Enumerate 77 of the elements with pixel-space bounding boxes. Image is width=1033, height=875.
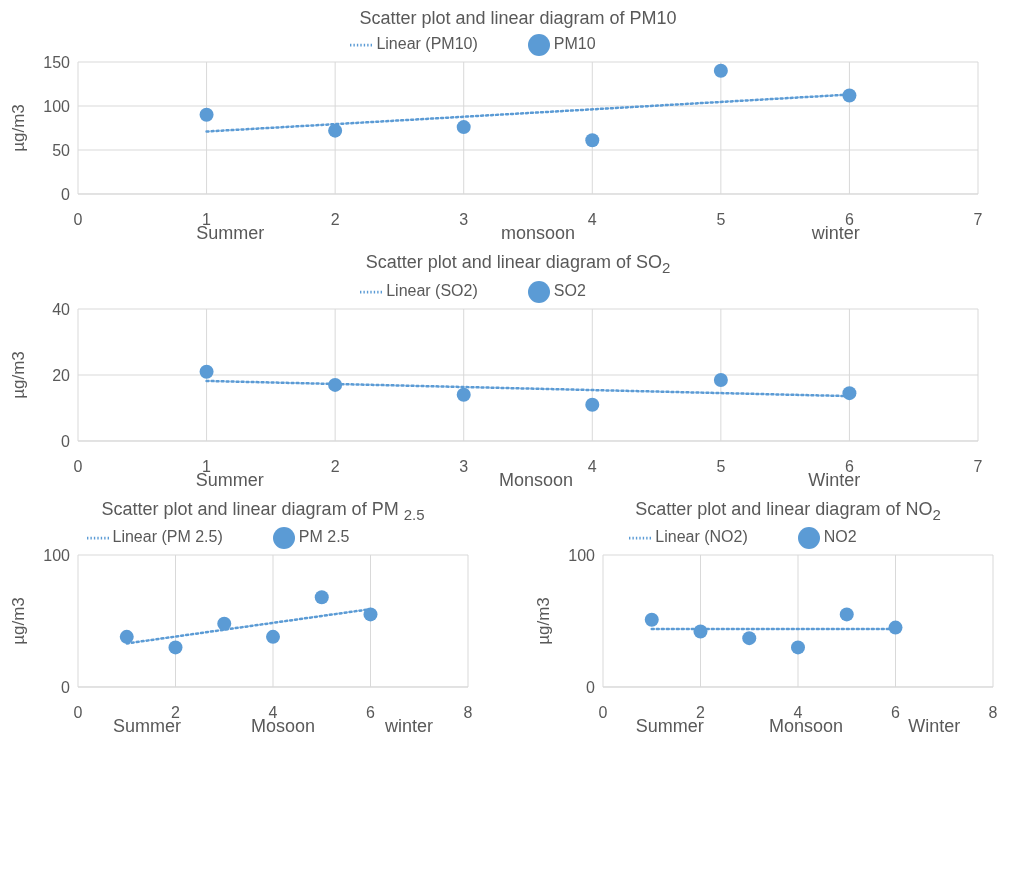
y-tick-label: 50 (52, 141, 71, 159)
text: Monsoon (498, 469, 574, 491)
point (328, 123, 343, 138)
y-tick-label: 150 (43, 53, 71, 71)
y-axis-title: µg/m3 (9, 350, 29, 399)
chart-title: Scatter plot and linear diagram of PM10 (358, 8, 678, 29)
point (842, 385, 857, 400)
point (713, 63, 728, 78)
point (456, 387, 471, 402)
x-tick-label: 2 (696, 704, 706, 722)
y-axis-title: µg/m3 (9, 597, 29, 645)
y-tick-label: 100 (568, 546, 596, 564)
point (456, 120, 471, 135)
y-axis-title: µg/m3 (534, 597, 554, 645)
y-tick-label: 100 (43, 546, 71, 564)
point (713, 372, 728, 387)
x-tick-label: 4 (587, 211, 597, 229)
point (119, 630, 134, 645)
point (644, 612, 659, 627)
x-tick-label: 8 (463, 704, 473, 722)
x-tick-label: 4 (587, 457, 597, 475)
point (168, 640, 183, 655)
point (888, 620, 903, 635)
x-tick-label: 5 (716, 457, 726, 475)
point (791, 640, 805, 655)
point (328, 377, 343, 392)
legend-label: Linear (SO2) (386, 281, 478, 299)
legend-label: PM 2.5 (298, 528, 350, 546)
legend-label: Linear (PM 2.5) (112, 528, 223, 546)
chart-title: Scatter plot and linear diagram of PM $_{2.5}$ (100, 498, 426, 523)
x-tick-label: 0 (73, 211, 83, 229)
legend-label: NO2 (823, 528, 857, 546)
x-tick-label: 0 (73, 457, 83, 475)
x-tick-label: 7 (973, 457, 983, 475)
point (199, 364, 214, 379)
x-tick-label: 0 (598, 704, 608, 722)
x-tick-label: 3 (459, 211, 469, 229)
x-tick-label: 6 (891, 704, 901, 722)
point (217, 616, 232, 631)
point (742, 631, 757, 646)
x-tick-label: 6 (366, 704, 376, 722)
y-axis-title: µg/m3 (9, 104, 29, 152)
x-tick-label: 4 (268, 704, 278, 722)
y-tick-label: 40 (52, 300, 71, 318)
point (585, 397, 600, 412)
x-tick-label: 3 (459, 457, 469, 475)
x-tick-label: 4 (793, 704, 803, 722)
y-tick-label: 20 (52, 366, 71, 384)
point (585, 133, 600, 148)
x-tick-label: 2 (330, 457, 340, 475)
x-tick-label: 0 (73, 704, 83, 722)
x-tick-label: 5 (716, 211, 726, 229)
legend-label: SO2 (553, 281, 586, 299)
legend-label: Linear (NO2) (655, 528, 748, 546)
point (266, 630, 280, 645)
point (314, 590, 329, 605)
x-tick-label: 2 (171, 704, 181, 722)
text: monsoon (500, 223, 576, 244)
chart-title: Scatter plot and linear diagram of NO$_{2}$ (634, 498, 942, 523)
y-tick-label: 100 (43, 97, 71, 115)
point (693, 624, 708, 639)
text: Winter (908, 716, 961, 738)
x-tick-label: 2 (330, 211, 340, 229)
x-tick-label: 8 (988, 704, 998, 722)
x-tick-label: 7 (973, 211, 983, 229)
point (842, 88, 857, 103)
point (199, 107, 214, 122)
legend-label: PM10 (553, 35, 596, 53)
y-tick-label: 0 (61, 185, 71, 203)
x-tick-label: 6 (844, 211, 854, 229)
text: winter (384, 716, 433, 738)
y-tick-label: 0 (61, 432, 71, 450)
y-tick-label: 0 (61, 678, 71, 696)
legend-label: Linear (PM10) (376, 35, 478, 53)
point (839, 607, 854, 622)
chart-title: Scatter plot and linear diagram of SO$_{2}$ (364, 252, 672, 276)
point (363, 607, 378, 622)
